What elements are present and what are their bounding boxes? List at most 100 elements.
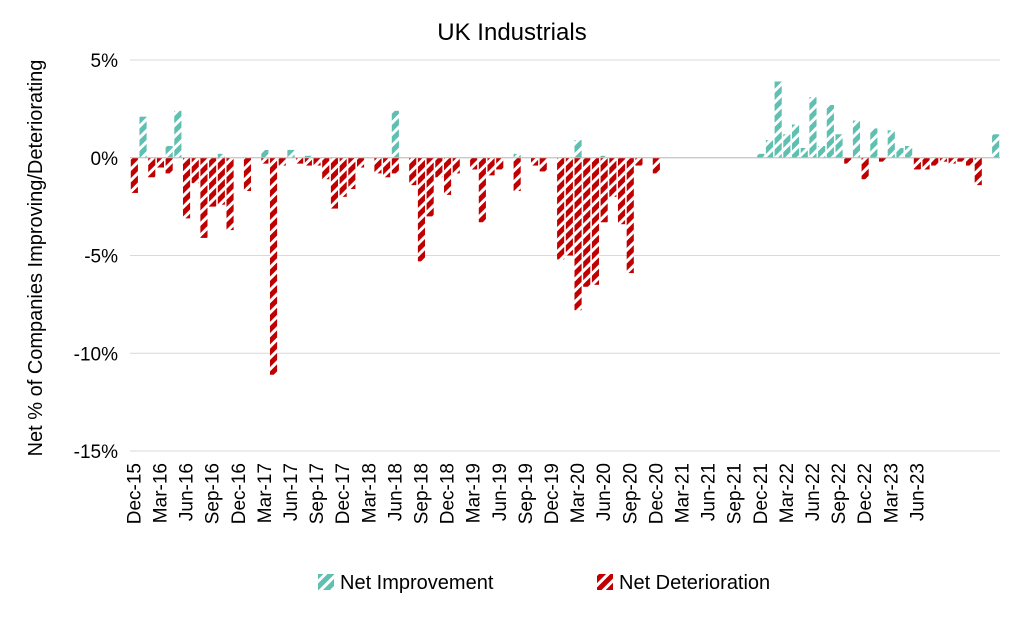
bar-net-improvement	[765, 140, 774, 158]
bar-net-improvement	[574, 140, 582, 158]
x-tick-label: Jun-16	[177, 463, 198, 521]
bar-net-deterioration	[913, 157, 921, 170]
x-tick-label: Sep-22	[829, 463, 850, 524]
legend-item-net-improvement[interactable]: Net Improvement	[318, 572, 494, 594]
bar-net-improvement	[774, 81, 782, 158]
bar-net-deterioration	[261, 157, 269, 164]
x-tick-label: Mar-23	[881, 463, 902, 523]
x-tick-label: Mar-20	[568, 463, 589, 523]
bar-net-improvement	[600, 155, 608, 158]
series-net-improvement	[139, 81, 1000, 158]
bar-net-deterioration	[296, 157, 304, 164]
bar-net-deterioration	[861, 157, 869, 180]
x-axis-ticks: Dec-15 Mar-16 Jun-16 Sep-16 Dec-16 Mar-17 Jun-…	[124, 463, 928, 524]
bar-net-deterioration	[470, 157, 478, 170]
x-tick-label: Sep-20	[620, 463, 641, 524]
y-tick-label: 5%	[91, 51, 119, 72]
bar-net-improvement	[800, 147, 808, 158]
legend-item-net-deterioration[interactable]: Net Deterioration	[597, 572, 770, 594]
bar-net-improvement	[835, 134, 843, 158]
bar-net-deterioration	[478, 157, 486, 223]
bar-net-deterioration	[974, 157, 982, 186]
bar-net-deterioration	[844, 157, 852, 164]
x-tick-label: Jun-23	[907, 463, 928, 521]
y-axis-label: Net % of Companies Improving/Deteriorati…	[25, 60, 47, 457]
x-tick-label: Sep-17	[307, 463, 328, 524]
bar-net-improvement	[174, 110, 182, 158]
bar-net-deterioration	[356, 157, 365, 168]
bar-net-deterioration	[626, 157, 634, 274]
bar-net-deterioration	[435, 157, 443, 178]
bar-net-deterioration	[278, 157, 286, 166]
y-tick-label: -10%	[74, 344, 118, 365]
bar-net-improvement	[852, 120, 861, 158]
x-tick-label: Mar-17	[255, 463, 276, 523]
bar-net-deterioration	[217, 157, 225, 205]
bar-net-deterioration	[957, 157, 965, 162]
bar-net-improvement	[818, 146, 826, 158]
x-tick-label: Sep-18	[411, 463, 432, 524]
legend-swatch-deterioration	[597, 574, 613, 590]
x-tick-label: Sep-21	[725, 463, 746, 524]
gridlines	[130, 59, 1000, 452]
x-tick-label: Dec-20	[646, 463, 667, 524]
bar-net-deterioration	[383, 157, 391, 178]
bar-net-deterioration	[209, 157, 217, 207]
bar-net-deterioration	[539, 157, 547, 172]
bar-net-deterioration	[600, 157, 608, 223]
bar-net-improvement	[992, 134, 1000, 158]
bar-net-deterioration	[348, 157, 356, 190]
bar-net-deterioration	[609, 157, 617, 197]
series-net-deterioration	[130, 157, 982, 375]
bar-net-deterioration	[939, 157, 948, 162]
bar-net-deterioration	[635, 157, 643, 166]
bar-net-deterioration	[513, 157, 521, 191]
bar-net-deterioration	[965, 157, 974, 166]
x-tick-label: Jun-20	[594, 463, 615, 521]
bar-net-deterioration	[269, 157, 278, 375]
bar-net-deterioration	[452, 157, 460, 174]
bar-net-deterioration	[339, 157, 347, 197]
y-axis-ticks: 5% 0% -5% -10% -15%	[74, 51, 118, 463]
x-tick-label: Jun-21	[699, 463, 720, 521]
x-tick-label: Dec-17	[333, 463, 354, 524]
bar-net-improvement	[870, 128, 878, 158]
x-tick-label: Dec-21	[751, 463, 772, 524]
bar-net-deterioration	[557, 157, 565, 260]
bar-net-deterioration	[948, 157, 956, 164]
bar-net-improvement	[791, 124, 800, 158]
bar-net-improvement	[896, 147, 904, 158]
bar-net-improvement	[287, 149, 295, 158]
bar-net-deterioration	[148, 157, 156, 178]
x-tick-label: Mar-22	[777, 463, 798, 523]
bar-net-deterioration	[931, 157, 939, 166]
bar-net-deterioration	[617, 157, 626, 225]
bar-net-improvement	[217, 153, 225, 158]
bar-net-deterioration	[443, 157, 452, 195]
bar-net-deterioration	[182, 157, 191, 219]
legend-swatch-improvement	[318, 574, 334, 590]
legend-label-improvement: Net Improvement	[340, 572, 494, 594]
y-tick-label: -5%	[84, 247, 118, 268]
bar-net-improvement	[783, 134, 791, 158]
bar-net-improvement	[165, 146, 173, 158]
legend: Net Improvement Net Deterioration	[318, 572, 770, 594]
bar-net-improvement	[809, 97, 817, 158]
x-tick-label: Mar-19	[464, 463, 485, 523]
bar-net-deterioration	[391, 157, 399, 174]
x-tick-label: Mar-21	[672, 463, 693, 523]
chart-title: UK Industrials	[437, 19, 586, 46]
y-tick-label: 0%	[91, 149, 119, 170]
bar-net-deterioration	[487, 157, 495, 176]
bar-net-improvement	[826, 104, 834, 158]
x-tick-label: Sep-19	[516, 463, 537, 524]
x-tick-label: Sep-16	[203, 463, 224, 524]
x-tick-label: Dec-15	[124, 463, 145, 524]
bar-net-improvement	[261, 149, 269, 158]
bar-net-deterioration	[191, 157, 199, 184]
bar-net-deterioration	[922, 157, 930, 170]
bar-net-deterioration	[426, 157, 434, 217]
x-tick-label: Jun-19	[490, 463, 511, 521]
x-tick-label: Mar-18	[359, 463, 380, 523]
